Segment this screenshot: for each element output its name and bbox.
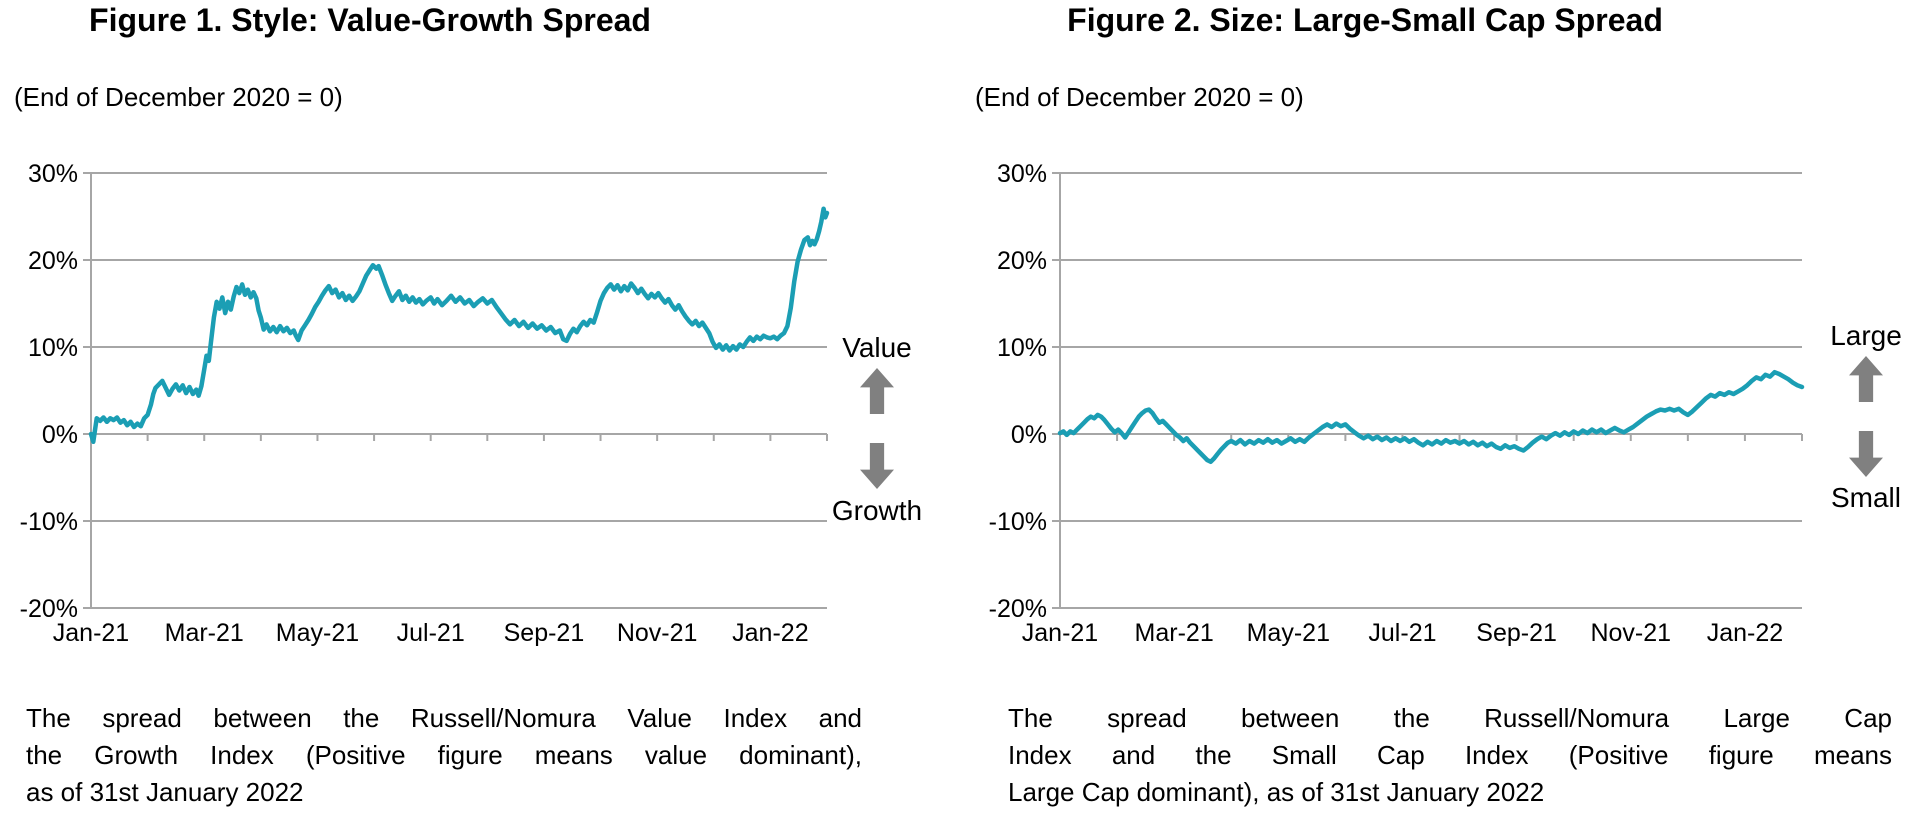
x-axis-tick-label: Jan-22 <box>732 619 808 647</box>
y-axis-tick-label: 30% <box>28 160 78 188</box>
y-axis-tick-label: -10% <box>989 508 1047 536</box>
x-axis-tick-label: Jan-21 <box>1022 619 1098 647</box>
large-label: Large <box>1830 320 1902 351</box>
figure2-subtitle: (End of December 2020 = 0) <box>975 82 1304 112</box>
series-line <box>88 206 830 445</box>
x-axis-tick-label: Mar-21 <box>1135 619 1214 647</box>
x-axis-tick-label: Jan-21 <box>53 619 129 647</box>
figure2-footnote: The spread between the Russell/Nomura La… <box>1008 700 1892 811</box>
growth-label: Growth <box>831 495 923 526</box>
footnote-line: the Growth Index (Positive figure means … <box>26 740 862 770</box>
x-axis-tick-label: Nov-21 <box>1590 619 1671 647</box>
y-axis-tick-label: -20% <box>20 595 78 623</box>
figure2-title: Figure 2. Size: Large-Small Cap Spread <box>1067 2 1663 38</box>
x-axis-tick-label: Sep-21 <box>504 619 585 647</box>
figure1-footnote: The spread between the Russell/Nomura Va… <box>26 700 862 811</box>
value-label: Value <box>842 332 912 363</box>
footnote-line: Large Cap dominant), as of 31st January … <box>1008 777 1545 807</box>
y-axis-tick-label: 10% <box>28 334 78 362</box>
x-axis-tick-label: Jul-21 <box>1368 619 1436 647</box>
small-label: Small <box>1830 482 1901 513</box>
y-axis-tick-label: 20% <box>997 247 1047 275</box>
y-axis-tick-label: 0% <box>1011 421 1047 449</box>
y-axis-tick-label: 30% <box>997 160 1047 188</box>
x-axis-tick-label: Jul-21 <box>397 619 465 647</box>
footnote-line: Index and the Small Cap Index (Positive … <box>1008 740 1892 770</box>
x-axis-tick-label: Jan-22 <box>1707 619 1783 647</box>
x-axis-tick-label: Nov-21 <box>617 619 698 647</box>
footnote-line: as of 31st January 2022 <box>26 777 304 807</box>
y-axis-tick-label: -10% <box>20 508 78 536</box>
x-axis-tick-label: May-21 <box>1247 619 1330 647</box>
y-axis-tick-label: 20% <box>28 247 78 275</box>
x-axis-tick-label: May-21 <box>276 619 359 647</box>
figure1-subtitle: (End of December 2020 = 0) <box>14 82 343 112</box>
footnote-line: The spread between the Russell/Nomura Va… <box>26 703 862 733</box>
y-axis-tick-label: -20% <box>989 595 1047 623</box>
series-line <box>1057 369 1805 465</box>
figure1-title: Figure 1. Style: Value-Growth Spread <box>89 2 651 38</box>
x-axis-tick-label: Mar-21 <box>165 619 244 647</box>
figure1-line-chart: 30% 20% 10% 0% -10% -20%Jan-21 Mar-21 May-21 Jul… <box>20 160 830 647</box>
x-axis-tick-label: Sep-21 <box>1476 619 1557 647</box>
y-axis-tick-label: 10% <box>997 334 1047 362</box>
figure2-line-chart: 30% 20% 10% 0% -10% -20%Jan-21 Mar-21 May-21 Jul… <box>989 160 1805 647</box>
y-axis-tick-label: 0% <box>42 421 78 449</box>
footnote-line: The spread between the Russell/Nomura La… <box>1008 703 1892 733</box>
